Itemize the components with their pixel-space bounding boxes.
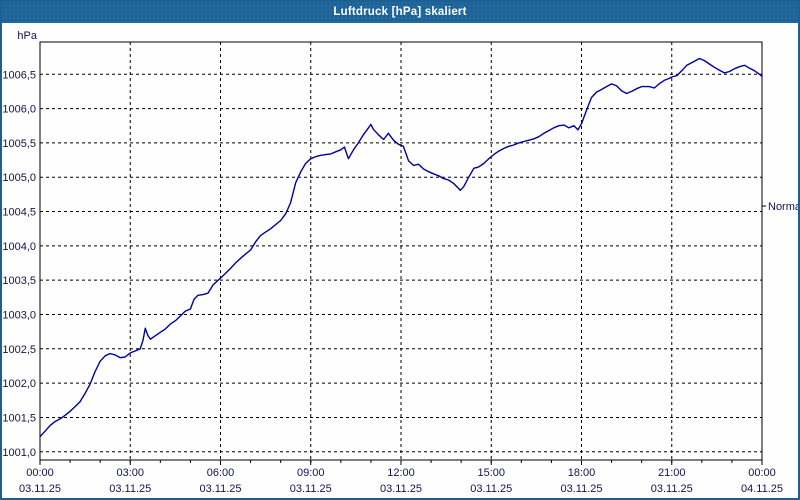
pressure-series-line [39,57,763,438]
x-tick-time-label: 06:00 [207,467,235,479]
y-tick-label: 1002,5 [2,344,36,356]
y-tick-label: 1003,5 [2,275,36,287]
x-tick-time-label: 03:00 [116,467,144,479]
x-tick-date-label: 03.11.25 [199,483,241,495]
x-tick-date-label: 04.11.25 [741,483,783,495]
y-tick-label: 1001,0 [2,447,36,459]
x-tick-date-label: 03.11.25 [109,483,151,495]
normal-marker-label: Normal [768,201,798,213]
chart-title-bar: Luftdruck [hPa] skaliert [2,2,798,23]
y-tick-label: 1002,0 [2,378,36,390]
pressure-line-chart: 1001,0 1001,5 1002,0 1002,5 1003,0 1003,5 1004… [2,30,798,495]
y-tick-label: 1006,0 [2,104,36,116]
x-tick-date-label: 03.11.25 [560,483,602,495]
y-tick-label: 1005,5 [2,138,36,150]
x-tick-time-label: 15:00 [477,467,505,479]
y-tick-label: 1005,0 [2,172,36,184]
x-tick-time-label: 00:00 [26,467,54,479]
y-tick-label: 1004,5 [2,207,36,219]
x-tick-time-label: 18:00 [568,467,596,479]
x-tick-time-label: 12:00 [387,467,415,479]
x-tick-date-label: 03.11.25 [470,483,512,495]
y-tick-label: 1001,5 [2,412,36,424]
x-tick-date-label: 03.11.25 [380,483,422,495]
y-tick-label: 1004,0 [2,241,36,253]
y-axis-unit-label: hPa [17,30,37,42]
x-tick-date-label: 03.11.25 [651,483,693,495]
x-tick-date-label: 03.11.25 [19,483,61,495]
chart-title: Luftdruck [hPa] skaliert [333,6,467,18]
x-tick-time-label: 09:00 [297,467,325,479]
x-tick-time-label: 00:00 [748,467,776,479]
x-tick-time-label: 21:00 [658,467,686,479]
y-tick-label: 1006,5 [2,69,36,81]
y-tick-label: 1003,0 [2,309,36,321]
plot-border [39,41,763,461]
x-tick-date-label: 03.11.25 [290,483,332,495]
